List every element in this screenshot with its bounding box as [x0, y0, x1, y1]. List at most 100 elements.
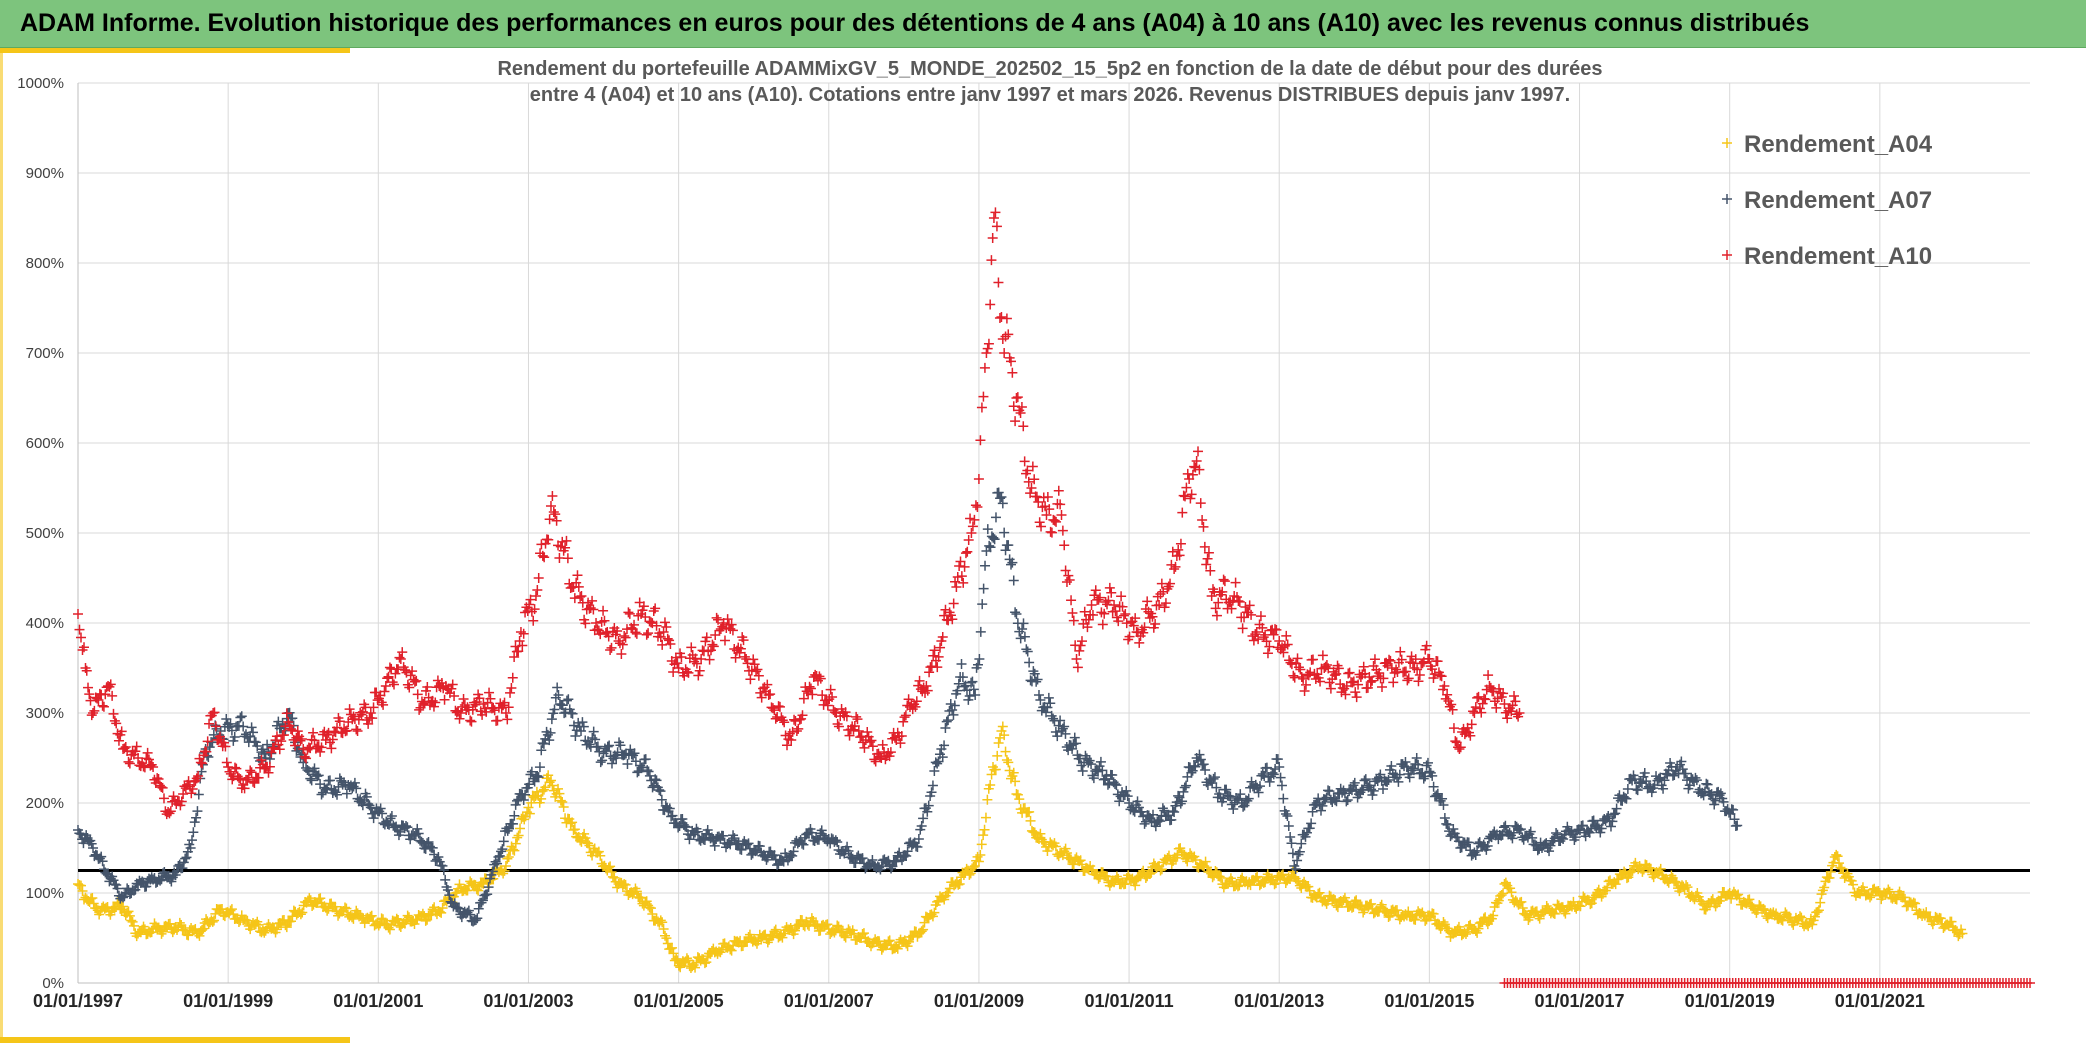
- interp-point-A10: [1483, 670, 1494, 681]
- interp-point-A04: [1472, 927, 1483, 938]
- interp-point-A10: [221, 757, 232, 768]
- interp-point-A07: [606, 758, 617, 769]
- interp-point-A07: [534, 762, 545, 773]
- interp-point-A04: [536, 793, 547, 804]
- frame-left-edge: [0, 48, 3, 1043]
- interp-point-A07: [1198, 759, 1209, 770]
- interp-point-A10: [187, 783, 198, 794]
- interp-point-A07: [1718, 796, 1729, 807]
- interp-point-A04: [1210, 866, 1221, 877]
- interp-point-A10: [804, 681, 815, 692]
- interp-point-A04: [840, 932, 851, 943]
- interp-point-A04: [507, 844, 518, 855]
- interp-point-A04: [567, 817, 578, 828]
- interp-point-A10: [1400, 666, 1411, 677]
- interp-point-A10: [1093, 594, 1104, 605]
- interp-point-A10: [749, 659, 760, 670]
- data-point-A10: [973, 474, 984, 484]
- interp-point-A04: [1493, 895, 1504, 906]
- interp-point-A10: [378, 699, 389, 710]
- interp-point-A07: [1482, 840, 1493, 851]
- interp-point-A07: [1190, 761, 1201, 772]
- interp-point-A04: [1348, 901, 1359, 912]
- interp-point-A10: [1423, 653, 1434, 664]
- interp-point-A07: [937, 752, 948, 763]
- interp-point-A10: [783, 734, 794, 745]
- interp-point-A07: [656, 794, 667, 805]
- interp-point-A10: [1025, 488, 1036, 499]
- interp-point-A10: [190, 775, 201, 786]
- interp-point-A10: [1351, 692, 1362, 703]
- interp-point-A10: [195, 757, 206, 768]
- interp-point-A10: [727, 625, 738, 636]
- interp-point-A10: [616, 648, 627, 659]
- interp-point-A04: [209, 915, 220, 926]
- interp-point-A07: [736, 844, 747, 855]
- interp-point-A10: [935, 642, 946, 653]
- interp-point-A10: [376, 697, 387, 708]
- legend-marker-A07: [1722, 194, 1732, 204]
- interp-point-A04: [1308, 890, 1319, 901]
- interp-point-A10: [242, 774, 253, 785]
- interp-point-A04: [1120, 878, 1131, 889]
- interp-point-A07: [246, 722, 257, 733]
- interp-point-A07: [545, 727, 556, 738]
- interp-point-A07: [1610, 808, 1621, 819]
- interp-point-A10: [550, 509, 561, 520]
- interp-point-A07: [1706, 789, 1717, 800]
- interp-point-A04: [655, 915, 666, 926]
- interp-point-A07: [1496, 830, 1507, 841]
- interp-point-A10: [943, 615, 954, 626]
- interp-point-A10: [1350, 687, 1361, 698]
- interp-point-A07: [894, 847, 905, 858]
- interp-point-A10: [1333, 663, 1344, 674]
- interp-point-A07: [382, 818, 393, 829]
- interp-point-A07: [536, 745, 547, 756]
- legend-label-A04: Rendement_A04: [1744, 131, 1933, 158]
- interp-point-A10: [1029, 474, 1040, 485]
- interp-point-A10: [224, 766, 235, 777]
- interp-point-A07: [1441, 818, 1452, 829]
- interp-point-A10: [1470, 702, 1481, 713]
- interp-point-A04: [918, 924, 929, 935]
- interp-point-A10: [807, 689, 818, 700]
- interp-point-A04: [543, 770, 554, 781]
- interp-point-A04: [1506, 887, 1517, 898]
- interp-point-A07: [1275, 772, 1286, 783]
- interp-point-A07: [1254, 781, 1265, 792]
- interp-point-A04: [753, 935, 764, 946]
- interp-point-A04: [1014, 794, 1025, 805]
- interp-point-A04: [1796, 912, 1807, 923]
- legend-label-A07: Rendement_A07: [1744, 187, 1932, 214]
- interp-point-A04: [858, 928, 869, 939]
- interp-point-A07: [972, 659, 983, 670]
- interp-point-A07: [664, 803, 675, 814]
- interp-point-A07: [1211, 782, 1222, 793]
- interp-point-A10: [777, 715, 788, 726]
- interp-point-A10: [580, 618, 591, 629]
- interp-point-A07: [1367, 790, 1378, 801]
- data-point-A10: [1041, 510, 1052, 520]
- interp-point-A10: [990, 207, 1001, 218]
- interp-point-A07: [497, 844, 508, 855]
- interp-point-A07: [592, 741, 603, 752]
- interp-point-A07: [1393, 776, 1404, 787]
- x-tick-label: 01/01/2005: [634, 991, 724, 1011]
- interp-point-A07: [1221, 784, 1232, 795]
- data-point-A07: [1011, 609, 1022, 619]
- interp-point-A10: [896, 730, 907, 741]
- data-point-A07: [1274, 762, 1285, 772]
- interp-point-A07: [1432, 788, 1443, 799]
- interp-point-A10: [606, 642, 617, 653]
- interp-point-A04: [1314, 887, 1325, 898]
- interp-point-A10: [1067, 608, 1078, 619]
- interp-point-A07: [1287, 848, 1298, 859]
- interp-point-A10: [603, 631, 614, 642]
- interp-point-A07: [1453, 836, 1464, 847]
- interp-point-A07: [1558, 834, 1569, 845]
- interp-point-A10: [855, 732, 866, 743]
- interp-point-A07: [1035, 694, 1046, 705]
- interp-point-A07: [1584, 827, 1595, 838]
- interp-point-A10: [1083, 614, 1094, 625]
- interp-point-A10: [630, 627, 641, 638]
